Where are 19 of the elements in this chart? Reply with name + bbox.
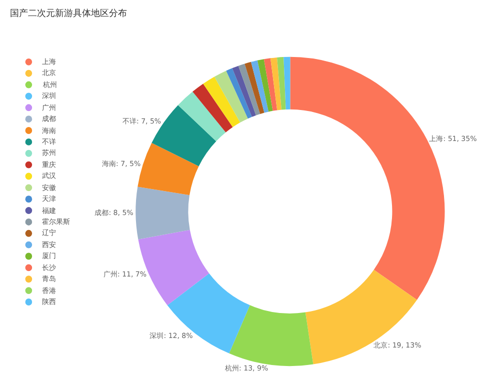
donut-slice	[290, 56, 445, 300]
donut-slice	[167, 273, 250, 354]
donut-slice	[136, 186, 190, 240]
donut-slice	[244, 62, 264, 114]
donut-slice	[238, 64, 260, 116]
donut-slice	[138, 230, 210, 306]
donut-slice	[178, 92, 226, 142]
donut-slice	[277, 57, 286, 110]
donut-slice	[229, 305, 314, 366]
donut-slice	[264, 58, 278, 111]
chart-title: 国产二次元新游具体地区分布	[10, 8, 127, 19]
donut-slice	[152, 105, 216, 166]
donut-slice	[203, 76, 240, 128]
donut-slice	[214, 70, 248, 123]
donut-slice	[192, 84, 233, 132]
donut-slice	[232, 66, 256, 117]
donut-slice	[270, 57, 282, 110]
donut-slice	[257, 59, 273, 112]
donut-slice	[226, 68, 252, 119]
